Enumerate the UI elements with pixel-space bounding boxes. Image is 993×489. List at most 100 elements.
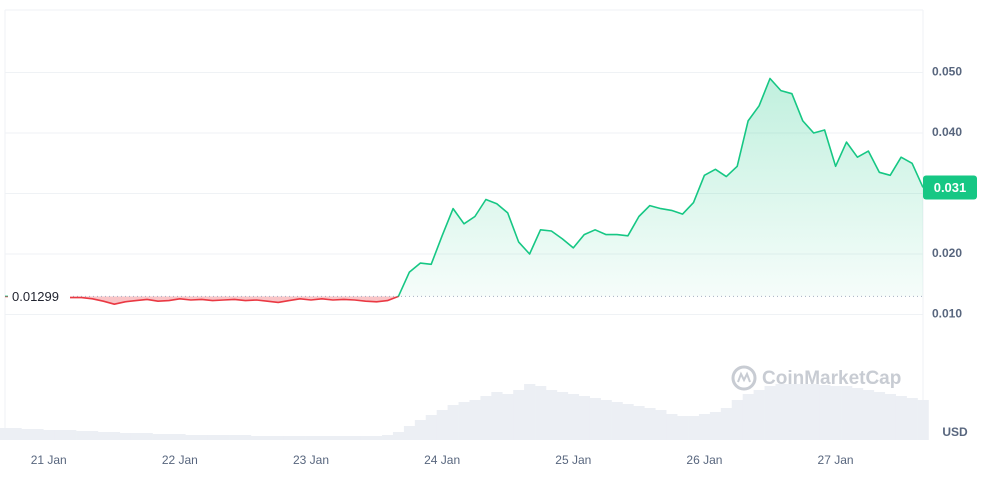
x-tick-label: 21 Jan — [31, 453, 67, 467]
volume-bar — [86, 431, 99, 440]
volume-bar — [841, 386, 853, 440]
volume-bar — [589, 398, 601, 440]
volume-bar — [436, 410, 448, 440]
volume-bar — [709, 412, 722, 440]
y-tick-label: 0.040 — [932, 125, 962, 139]
volume-bar — [32, 429, 44, 440]
volume-bar — [873, 392, 886, 440]
volume-bar — [633, 406, 645, 440]
volume-bar — [480, 396, 492, 440]
baseline-label: 0.01299 — [12, 289, 59, 304]
x-tick-label: 24 Jan — [424, 453, 460, 467]
volume-bar — [502, 394, 514, 440]
volume-bar — [556, 392, 569, 440]
plot: 0.01299 0.031 — [5, 77, 977, 307]
volume-bar — [163, 434, 175, 440]
volume-bar — [338, 436, 350, 440]
volume-bar — [218, 435, 230, 440]
volume-bar — [261, 436, 274, 440]
volume-bar — [655, 410, 667, 440]
volume-bar — [327, 436, 339, 440]
x-tick-label: 27 Jan — [818, 453, 854, 467]
volume-bar — [97, 432, 110, 440]
volume-bar — [239, 435, 252, 440]
volume — [0, 384, 929, 440]
watermark-logo-mark — [737, 371, 751, 383]
volume-bar — [305, 436, 317, 440]
current-price-label: 0.031 — [934, 180, 967, 195]
volume-bar — [720, 408, 733, 440]
volume-bar — [207, 435, 219, 440]
volume-bar — [196, 435, 208, 440]
y-tick-label: 0.020 — [932, 246, 962, 260]
volume-bar — [830, 386, 842, 440]
volume-bar — [294, 436, 306, 440]
volume-bar — [392, 432, 405, 440]
volume-bar — [250, 436, 263, 440]
x-tick-label: 25 Jan — [555, 453, 591, 467]
volume-bar — [76, 431, 88, 440]
volume-bar — [349, 436, 361, 440]
volume-bar — [851, 388, 864, 440]
volume-bar — [884, 394, 896, 440]
volume-bar — [677, 416, 689, 440]
volume-bar — [130, 433, 142, 440]
volume-bar — [447, 405, 459, 440]
x-tick-label: 23 Jan — [293, 453, 329, 467]
volume-bar — [611, 402, 623, 440]
volume-bar — [862, 390, 875, 440]
volume-bar — [65, 430, 77, 440]
volume-bar — [742, 394, 754, 440]
volume-bar — [535, 386, 547, 440]
volume-bar — [731, 400, 743, 440]
volume-bar — [786, 384, 798, 440]
volume-bar — [43, 430, 55, 440]
volume-bar — [469, 400, 481, 440]
volume-bar — [414, 420, 427, 440]
volume-bar — [152, 434, 164, 440]
volume-bar — [698, 414, 711, 440]
volume-bar — [360, 436, 372, 440]
volume-bar — [316, 436, 328, 440]
x-tick-label: 26 Jan — [686, 453, 722, 467]
volume-bar — [491, 392, 503, 440]
volume-bar — [797, 384, 809, 440]
volume-bar — [371, 436, 383, 440]
volume-bar — [403, 426, 416, 440]
volume-bar — [54, 430, 66, 440]
volume-bar — [21, 429, 33, 440]
volume-bar — [622, 404, 634, 440]
currency-label: USD — [942, 425, 968, 439]
volume-bar — [600, 400, 612, 440]
volume-bar — [185, 435, 197, 440]
volume-bar — [119, 433, 131, 440]
volume-bar — [141, 433, 153, 440]
volume-bar — [764, 386, 776, 440]
volume-bar — [895, 396, 907, 440]
baseline-label-bg — [8, 286, 70, 307]
volume-bar — [906, 398, 918, 440]
volume-bar — [108, 432, 121, 440]
y-tick-label: 0.050 — [932, 65, 962, 79]
volume-bar — [229, 435, 241, 440]
volume-bar — [666, 414, 678, 440]
watermark-text: CoinMarketCap — [762, 368, 901, 389]
volume-bar — [688, 416, 700, 440]
price-line — [5, 77, 924, 305]
volume-bar — [513, 390, 525, 440]
volume-bar — [917, 400, 929, 440]
volume-bar — [753, 390, 765, 440]
volume-bar — [808, 384, 820, 440]
volume-bar — [425, 415, 437, 440]
volume-bar — [524, 384, 536, 440]
volume-bar — [545, 390, 558, 440]
volume-bar — [283, 436, 295, 440]
volume-bar — [644, 408, 656, 440]
volume-bar — [819, 385, 831, 440]
watermark: CoinMarketCap — [731, 365, 901, 391]
volume-bar — [567, 394, 580, 440]
volume-bar — [272, 436, 284, 440]
y-tick-label: 0.010 — [932, 307, 962, 321]
